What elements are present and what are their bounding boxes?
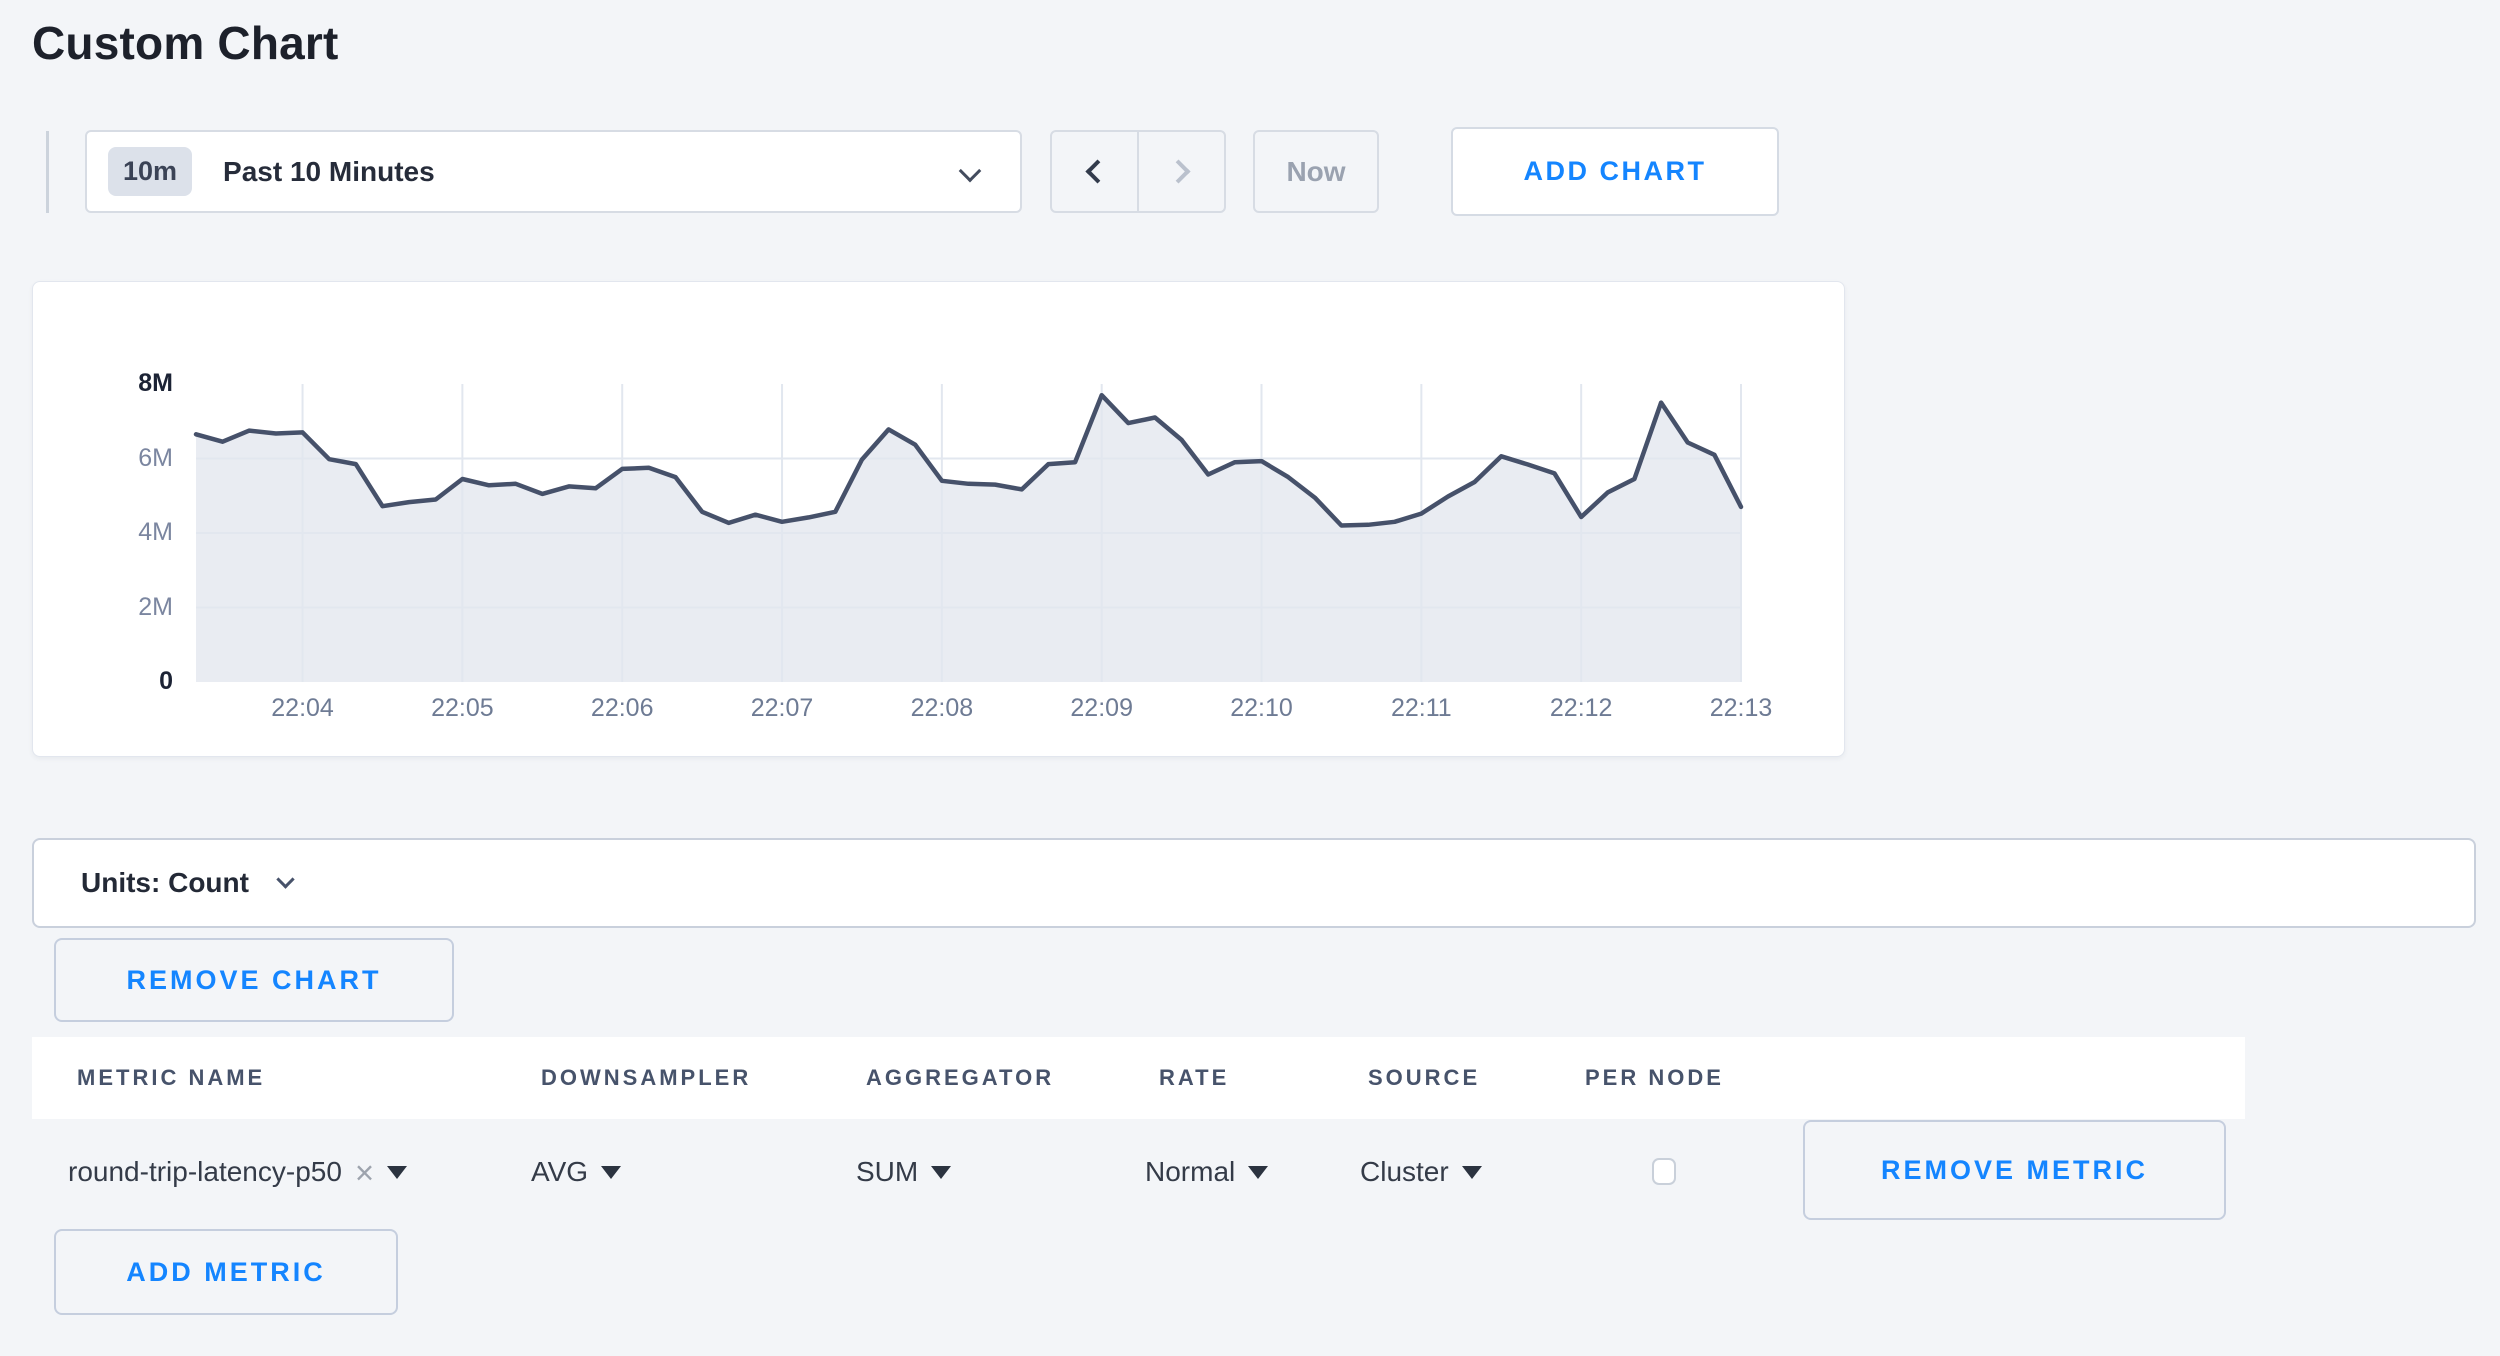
x-tick-label: 22:13: [1709, 694, 1773, 722]
time-window-badge: 10m: [108, 147, 193, 196]
now-button[interactable]: Now: [1253, 130, 1379, 213]
series-line: [193, 392, 1744, 528]
chart-card: 0 2M 4M 6M 8M 22:04 22:05 22:06 22:07 22:08 22:09…: [32, 281, 1845, 757]
x-tick-label: 22:08: [910, 694, 974, 722]
y-tick-label: 8M: [138, 369, 173, 397]
time-nav-group: [1050, 130, 1226, 213]
chevron-down-icon: [276, 869, 295, 889]
toolbar-divider: [46, 131, 49, 213]
units-dropdown[interactable]: Units: Count: [32, 838, 2476, 928]
downsampler-value: AVG: [531, 1156, 589, 1187]
source-select[interactable]: Cluster: [1360, 1140, 1482, 1204]
rate-select[interactable]: Normal: [1145, 1140, 1269, 1204]
y-tick-label: 2M: [138, 592, 173, 621]
aggregator-value: SUM: [856, 1156, 919, 1187]
caret-down-icon: [1461, 1165, 1482, 1179]
chevron-right-icon: [1166, 159, 1191, 184]
caret-down-icon: [387, 1165, 408, 1179]
metric-name-value: round-trip-latency-p50: [68, 1156, 342, 1187]
time-window-label: Past 10 Minutes: [223, 155, 435, 187]
add-chart-button[interactable]: ADD CHART: [1451, 127, 1779, 216]
area-fill: [196, 395, 1741, 682]
time-prev-button[interactable]: [1052, 132, 1139, 211]
caret-down-icon: [1248, 1165, 1269, 1179]
x-tick-label: 22:10: [1230, 694, 1293, 722]
y-tick-label: 0: [159, 667, 173, 695]
rate-value: Normal: [1145, 1156, 1236, 1187]
x-tick-label: 22:12: [1549, 694, 1613, 722]
per-node-checkbox[interactable]: [1652, 1158, 1676, 1185]
col-header-source: SOURCE: [1368, 1065, 1481, 1090]
metrics-table-header: METRIC NAME DOWNSAMPLER AGGREGATOR RATE …: [32, 1037, 2245, 1119]
time-next-button[interactable]: [1139, 132, 1224, 211]
chevron-left-icon: [1085, 159, 1110, 184]
units-label: Units: Count: [81, 867, 249, 898]
caret-down-icon: [931, 1165, 952, 1179]
y-tick-label: 4M: [138, 518, 173, 546]
col-header-metric-name: METRIC NAME: [77, 1065, 266, 1090]
downsampler-select[interactable]: AVG: [531, 1140, 622, 1204]
x-tick-label: 22:11: [1390, 694, 1452, 722]
x-tick-label: 22:04: [271, 694, 334, 722]
aggregator-select[interactable]: SUM: [856, 1140, 952, 1204]
metric-name-select[interactable]: round-trip-latency-p50 ×: [68, 1140, 408, 1204]
timeseries-area-chart: [193, 384, 1744, 682]
time-window-dropdown[interactable]: 10m Past 10 Minutes: [85, 130, 1022, 213]
clear-metric-icon[interactable]: ×: [354, 1153, 375, 1191]
col-header-per-node: PER NODE: [1585, 1065, 1724, 1090]
source-value: Cluster: [1360, 1156, 1449, 1187]
x-tick-label: 22:06: [590, 694, 654, 722]
caret-down-icon: [601, 1165, 622, 1179]
col-header-rate: RATE: [1159, 1065, 1230, 1090]
page-title: Custom Chart: [32, 17, 339, 69]
y-tick-label: 6M: [138, 443, 173, 472]
remove-chart-button[interactable]: REMOVE CHART: [54, 938, 454, 1022]
add-metric-button[interactable]: ADD METRIC: [54, 1229, 398, 1315]
remove-metric-button[interactable]: REMOVE METRIC: [1803, 1120, 2226, 1220]
x-tick-label: 22:05: [431, 694, 494, 722]
col-header-aggregator: AGGREGATOR: [866, 1065, 1055, 1090]
col-header-downsampler: DOWNSAMPLER: [541, 1065, 752, 1090]
chevron-down-icon: [958, 159, 982, 183]
x-tick-label: 22:09: [1070, 694, 1133, 722]
x-tick-label: 22:07: [750, 694, 814, 722]
